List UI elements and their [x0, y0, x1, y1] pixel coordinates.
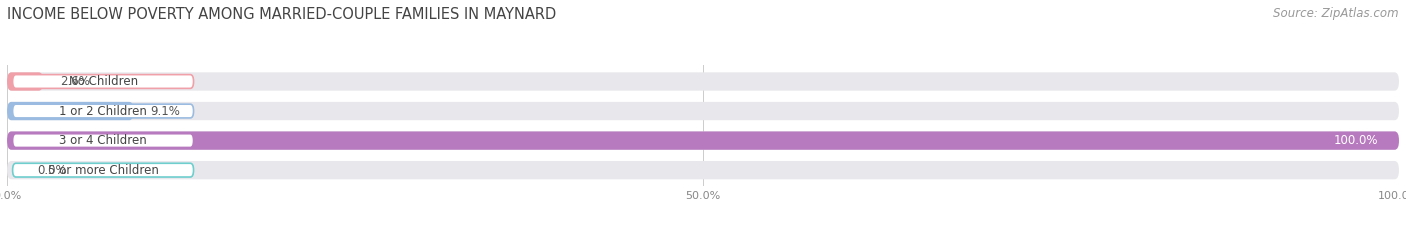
Text: No Children: No Children — [69, 75, 138, 88]
Text: INCOME BELOW POVERTY AMONG MARRIED-COUPLE FAMILIES IN MAYNARD: INCOME BELOW POVERTY AMONG MARRIED-COUPL… — [7, 7, 557, 22]
Text: 0.0%: 0.0% — [38, 164, 67, 177]
Text: 3 or 4 Children: 3 or 4 Children — [59, 134, 148, 147]
FancyBboxPatch shape — [7, 102, 134, 120]
Text: Source: ZipAtlas.com: Source: ZipAtlas.com — [1274, 7, 1399, 20]
FancyBboxPatch shape — [7, 72, 44, 91]
FancyBboxPatch shape — [13, 134, 194, 147]
Text: 2.6%: 2.6% — [60, 75, 90, 88]
FancyBboxPatch shape — [13, 163, 194, 177]
Text: 100.0%: 100.0% — [1333, 134, 1378, 147]
Text: 1 or 2 Children: 1 or 2 Children — [59, 105, 148, 117]
FancyBboxPatch shape — [7, 102, 1399, 120]
FancyBboxPatch shape — [7, 161, 1399, 179]
FancyBboxPatch shape — [7, 131, 1399, 150]
FancyBboxPatch shape — [13, 104, 194, 118]
FancyBboxPatch shape — [7, 131, 1399, 150]
FancyBboxPatch shape — [7, 72, 1399, 91]
Text: 9.1%: 9.1% — [150, 105, 180, 117]
FancyBboxPatch shape — [13, 75, 194, 88]
Text: 5 or more Children: 5 or more Children — [48, 164, 159, 177]
